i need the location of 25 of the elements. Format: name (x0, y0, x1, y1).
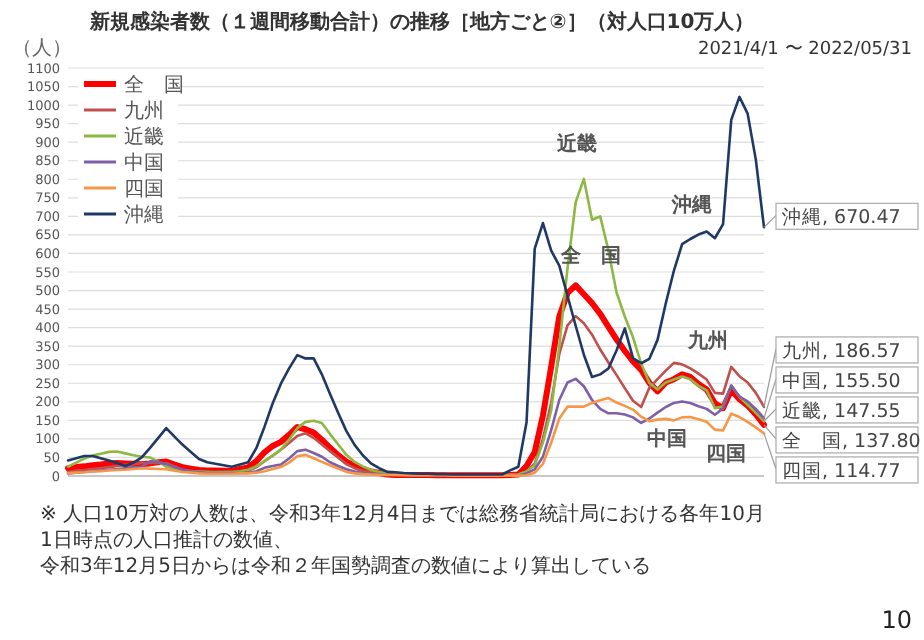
y-axis-title: （人） (12, 38, 72, 60)
data-label: 四国, 114.77 (782, 460, 901, 483)
data-label: 九州, 186.57 (782, 338, 901, 363)
data-label: 中国, 155.50 (782, 368, 901, 393)
annotation: 沖縄 (669, 192, 712, 217)
legend-label: 四国 (124, 179, 164, 201)
data-label: 全 国, 137.80 (782, 428, 921, 453)
legend-label: 中国 (124, 151, 164, 175)
annotation: 近畿 (555, 131, 598, 156)
text: 10 (881, 606, 912, 634)
text: ※ 人口10万対の人数は、令和3年12月4日までは総務省統計局における各年10月1日時点の人口推計の数値、 (40, 502, 765, 552)
annotation: 四国 (705, 443, 746, 466)
data-label: 近畿, 147.55 (782, 398, 901, 423)
legend-label: 沖縄 (124, 203, 164, 227)
annotation: 中国 (647, 427, 688, 452)
legend-label: 近畿 (124, 125, 164, 149)
data-label: 沖縄, 670.47 (782, 205, 901, 230)
line-series (66, 396, 766, 477)
text: 令和3年12月5日からは令和２年国勢調査の数値により算出している (40, 554, 651, 578)
legend-label: 全 国 (124, 73, 184, 97)
legend-label: 九州 (124, 99, 164, 123)
chart-title: 新規感染者数（１週間移動合計）の推移［地方ごと②］（対人口10万人） (87, 10, 755, 34)
text: 2021/4/1 〜 2022/05/31 (697, 40, 912, 60)
line-series (66, 95, 766, 476)
annotation: 九州 (686, 329, 729, 354)
